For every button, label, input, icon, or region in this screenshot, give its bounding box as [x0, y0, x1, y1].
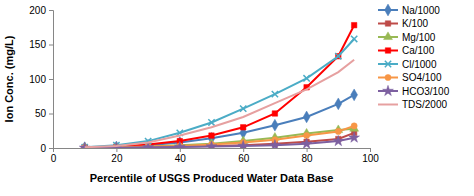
- marker: [272, 111, 277, 116]
- x-axis-title: Percentile of USGS Produced Water Data B…: [90, 172, 334, 184]
- legend-marker: [385, 48, 390, 53]
- tick-mark: [49, 148, 53, 149]
- plot-area: [79, 22, 359, 148]
- series-line: [85, 60, 354, 148]
- marker: [350, 124, 359, 132]
- axis-line: [49, 11, 54, 149]
- marker: [206, 141, 217, 148]
- tick: 60: [238, 148, 250, 164]
- marker: [303, 111, 310, 123]
- series-line: [85, 138, 354, 148]
- axis-line: [54, 149, 371, 153]
- tick-label: 150: [29, 39, 46, 50]
- legend-label: Na/1000: [402, 5, 440, 16]
- tick-label: 200: [29, 5, 46, 16]
- marker: [335, 128, 341, 134]
- tick-label: 100: [29, 74, 46, 85]
- legend-item: Cl/1000: [378, 59, 437, 70]
- tick-mark: [180, 148, 181, 152]
- series: [82, 36, 358, 148]
- tick: 200: [29, 5, 53, 16]
- marker: [335, 98, 342, 110]
- tick-label: 60: [238, 153, 250, 164]
- legend-marker: [385, 74, 391, 80]
- tick: 0: [40, 143, 53, 154]
- y-axis: 0 50 100 150 200: [29, 5, 53, 154]
- chart: 0 20 40 60 80 100 0 50 100 150 200 Percentile of US…: [0, 0, 474, 196]
- marker: [174, 141, 185, 148]
- legend-item: Mg/100: [378, 32, 436, 43]
- marker: [303, 75, 309, 81]
- x-axis: 0 20 40 60 80 100: [51, 148, 380, 164]
- legend-label: HCO3/100: [402, 86, 450, 97]
- marker: [240, 125, 245, 130]
- legend-marker: [385, 21, 390, 26]
- legend-label: TDS/2000: [402, 99, 447, 110]
- legend-marker: [385, 61, 391, 67]
- tick: 40: [175, 148, 187, 164]
- tick-mark: [116, 148, 117, 152]
- tick-mark: [49, 45, 53, 46]
- series-line: [85, 39, 354, 147]
- legend-label: Mg/100: [402, 32, 436, 43]
- tick: 100: [29, 74, 53, 85]
- tick-label: 20: [111, 153, 123, 164]
- series-line: [85, 95, 354, 148]
- tick-label: 50: [35, 108, 47, 119]
- legend-item: TDS/2000: [378, 99, 447, 110]
- marker: [351, 123, 357, 129]
- tick: 50: [35, 108, 53, 119]
- series: [85, 60, 354, 148]
- legend: Na/1000 K/100 Mg/100 Ca/100 Cl/1000 SO4/100 HC…: [378, 4, 450, 110]
- tick-label: 80: [302, 153, 314, 164]
- y-axis-title: Ion Conc. (mg/L): [3, 35, 15, 122]
- marker: [335, 53, 341, 59]
- tick-label: 0: [51, 153, 57, 164]
- tick: 0: [51, 148, 57, 164]
- legend-item: Na/1000: [378, 4, 440, 16]
- tick-mark: [49, 79, 53, 80]
- series: [82, 22, 357, 148]
- legend-item: K/100: [378, 18, 429, 29]
- marker: [351, 89, 358, 101]
- marker: [333, 135, 344, 145]
- legend-marker: [383, 85, 394, 95]
- legend-item: SO4/100: [378, 72, 442, 83]
- legend-label: Ca/100: [402, 45, 435, 56]
- tick-label: 0: [40, 143, 46, 154]
- legend-label: SO4/100: [402, 72, 442, 83]
- tick-label: 40: [175, 153, 187, 164]
- tick-label: 100: [362, 153, 379, 164]
- tick: 150: [29, 39, 53, 50]
- legend-item: Ca/100: [378, 45, 435, 56]
- marker: [209, 133, 214, 138]
- marker: [351, 36, 357, 42]
- marker: [301, 138, 312, 148]
- tick: 80: [302, 148, 314, 164]
- marker: [336, 53, 341, 58]
- legend-label: Cl/1000: [402, 59, 437, 70]
- marker: [238, 140, 249, 148]
- legend-item: HCO3/100: [378, 85, 450, 96]
- marker: [351, 22, 356, 27]
- tick-mark: [307, 148, 308, 152]
- tick-mark: [49, 10, 53, 11]
- legend-marker: [385, 4, 392, 16]
- marker: [270, 140, 281, 148]
- marker: [208, 119, 214, 125]
- marker: [272, 91, 278, 97]
- tick-mark: [243, 148, 244, 152]
- marker: [272, 119, 279, 131]
- legend-label: K/100: [402, 18, 429, 29]
- legend-marker: [384, 32, 393, 40]
- tick-mark: [370, 148, 371, 152]
- marker: [349, 132, 360, 142]
- marker: [240, 106, 246, 112]
- tick-mark: [49, 114, 53, 115]
- legend-swatch: [378, 104, 398, 106]
- tick: 20: [111, 148, 123, 164]
- tick: 100: [362, 148, 379, 164]
- series-line: [85, 25, 354, 147]
